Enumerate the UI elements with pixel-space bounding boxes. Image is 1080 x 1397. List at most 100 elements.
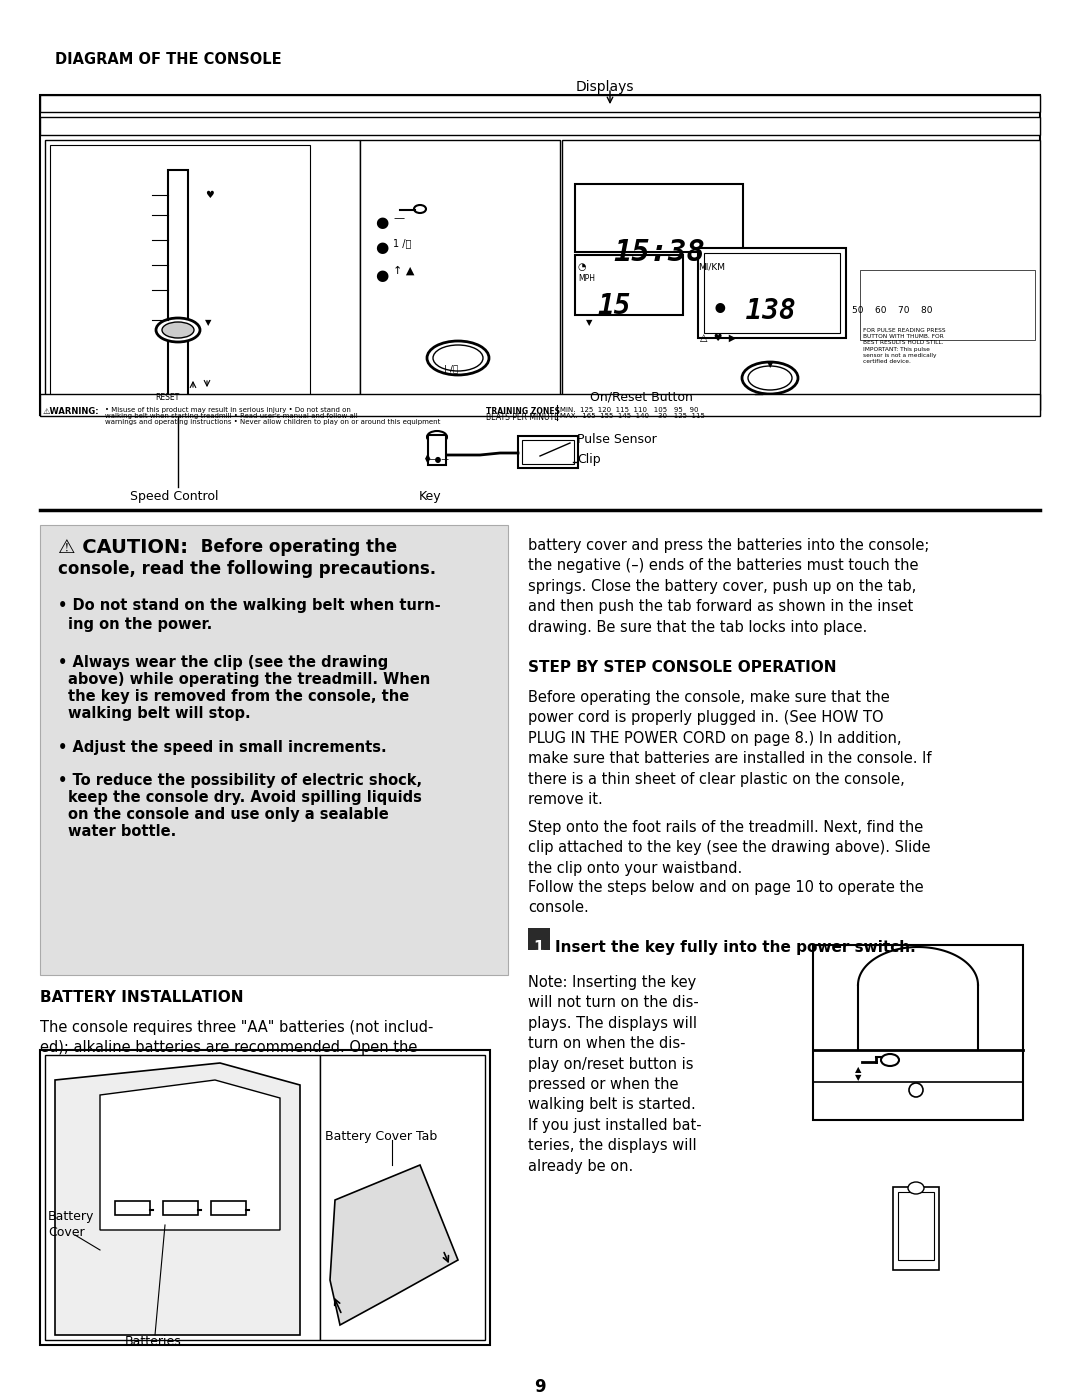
Bar: [40, 95, 1040, 112]
Text: Battery
Cover: Battery Cover: [48, 1210, 94, 1239]
Text: Note: Inserting the key
will not turn on the dis-
plays. The displays will
turn : Note: Inserting the key will not turn on…: [528, 975, 702, 1173]
Text: ▲: ▲: [855, 1065, 862, 1074]
Bar: [522, 440, 573, 464]
Ellipse shape: [748, 366, 792, 390]
Text: Step onto the foot rails of the treadmill. Next, find the
clip attached to the k: Step onto the foot rails of the treadmil…: [528, 820, 931, 876]
Bar: [860, 270, 1035, 339]
Text: Follow the steps below and on page 10 to operate the
console.: Follow the steps below and on page 10 to…: [528, 880, 923, 915]
Text: —: —: [393, 212, 404, 224]
Text: on the console and use only a sealable: on the console and use only a sealable: [68, 807, 389, 821]
Text: ●: ●: [375, 240, 388, 256]
Ellipse shape: [156, 319, 200, 342]
Text: ▼: ▼: [767, 360, 773, 369]
Text: FOR PULSE READING PRESS
BUTTON WITH THUMB. FOR
BEST RESULTS HOLD STILL.
IMPORTAN: FOR PULSE READING PRESS BUTTON WITH THUM…: [863, 328, 946, 365]
Text: Displays: Displays: [576, 80, 635, 94]
Bar: [320, 1055, 485, 1340]
Text: MAX.  165  155  145  140    30   125  115: MAX. 165 155 145 140 30 125 115: [561, 414, 705, 419]
Bar: [575, 184, 743, 251]
Bar: [893, 1187, 939, 1270]
Text: ▼: ▼: [426, 458, 430, 464]
Text: ●: ●: [375, 215, 388, 231]
Text: keep the console dry. Avoid spilling liquids: keep the console dry. Avoid spilling liq…: [68, 789, 422, 805]
Text: On/Reset Button: On/Reset Button: [590, 390, 693, 402]
Text: Battery Cover Tab: Battery Cover Tab: [325, 1130, 437, 1143]
Text: ♥: ♥: [205, 190, 214, 200]
Text: The console requires three "AA" batteries (not includ-
ed); alkaline batteries a: The console requires three "AA" batterie…: [40, 1020, 433, 1055]
Bar: [45, 1055, 320, 1340]
Text: walking belt when starting treadmill • Read user's manual and follow all: walking belt when starting treadmill • R…: [105, 414, 357, 419]
Bar: [698, 249, 846, 338]
Bar: [40, 1051, 490, 1345]
Text: △  ♥  ▶: △ ♥ ▶: [700, 332, 737, 344]
Text: • Misuse of this product may result in serious injury • Do not stand on: • Misuse of this product may result in s…: [105, 407, 351, 414]
Text: ⚠ CAUTION:: ⚠ CAUTION:: [58, 538, 188, 557]
Text: ing on the power.: ing on the power.: [68, 617, 213, 631]
Text: ↑ ▲: ↑ ▲: [393, 265, 415, 277]
Text: ●: ●: [375, 268, 388, 284]
Text: BEATS PER MINUTE: BEATS PER MINUTE: [486, 414, 558, 422]
Text: 15: 15: [597, 292, 631, 320]
Bar: [50, 145, 310, 405]
Text: water bottle.: water bottle.: [68, 824, 176, 840]
Polygon shape: [330, 1165, 458, 1324]
Bar: [813, 944, 1023, 1120]
Text: Batteries: Batteries: [125, 1336, 181, 1348]
Text: MI/KM: MI/KM: [698, 263, 725, 271]
Bar: [168, 170, 188, 405]
Polygon shape: [55, 1063, 300, 1336]
Text: Key: Key: [419, 490, 442, 503]
Text: the key is removed from the console, the: the key is removed from the console, the: [68, 689, 409, 704]
Bar: [518, 436, 578, 468]
Text: ◔: ◔: [578, 263, 586, 272]
Text: ▼: ▼: [586, 319, 593, 327]
Text: • To reduce the possibility of electric shock,: • To reduce the possibility of electric …: [58, 773, 422, 788]
Text: 1: 1: [534, 940, 544, 956]
Text: 15:38: 15:38: [613, 237, 705, 267]
Text: TRAINING ZONES: TRAINING ZONES: [486, 407, 561, 416]
Text: • Do not stand on the walking belt when turn-: • Do not stand on the walking belt when …: [58, 598, 441, 613]
Bar: [211, 1201, 246, 1215]
Ellipse shape: [742, 362, 798, 394]
Text: Speed Control: Speed Control: [130, 490, 218, 503]
Bar: [704, 253, 840, 332]
Text: MPH: MPH: [578, 274, 595, 284]
Ellipse shape: [433, 345, 483, 372]
Bar: [897, 1192, 934, 1260]
Text: Pulse Sensor: Pulse Sensor: [577, 433, 657, 446]
Text: Insert the key fully into the power switch.: Insert the key fully into the power swit…: [555, 940, 916, 956]
Text: 9: 9: [535, 1377, 545, 1396]
Text: RESET: RESET: [156, 393, 179, 402]
Bar: [114, 1201, 150, 1215]
Bar: [40, 525, 508, 975]
Text: • 138: • 138: [712, 298, 796, 326]
Polygon shape: [100, 1080, 280, 1229]
Text: —●—: —●—: [428, 455, 450, 464]
Ellipse shape: [427, 341, 489, 374]
Bar: [40, 394, 1040, 416]
Bar: [575, 256, 683, 314]
Bar: [45, 140, 360, 409]
Text: MIN.  125  120  115  110   105   95   90: MIN. 125 120 115 110 105 95 90: [561, 407, 699, 414]
Bar: [360, 140, 561, 409]
Text: ⚠WARNING:: ⚠WARNING:: [43, 407, 99, 416]
Text: ▲: ▲: [426, 453, 430, 460]
Text: walking belt will stop.: walking belt will stop.: [68, 705, 251, 721]
Bar: [163, 1201, 198, 1215]
Text: • Always wear the clip (see the drawing: • Always wear the clip (see the drawing: [58, 655, 388, 671]
Ellipse shape: [881, 1053, 899, 1066]
Ellipse shape: [427, 432, 447, 443]
Text: Before operating the console, make sure that the
power cord is properly plugged : Before operating the console, make sure …: [528, 690, 931, 807]
Text: BATTERY INSTALLATION: BATTERY INSTALLATION: [40, 990, 243, 1004]
Text: Clip: Clip: [577, 453, 600, 467]
Bar: [428, 434, 446, 465]
Ellipse shape: [908, 1182, 924, 1194]
Ellipse shape: [909, 1083, 923, 1097]
Ellipse shape: [162, 321, 194, 338]
Text: | /⏮: | /⏮: [444, 365, 458, 374]
Text: above) while operating the treadmill. When: above) while operating the treadmill. Wh…: [68, 672, 430, 687]
Ellipse shape: [414, 205, 426, 212]
Bar: [562, 140, 1040, 409]
Text: console, read the following precautions.: console, read the following precautions.: [58, 560, 436, 578]
Text: 50    60    70    80: 50 60 70 80: [852, 306, 932, 314]
Text: Before operating the: Before operating the: [195, 538, 397, 556]
